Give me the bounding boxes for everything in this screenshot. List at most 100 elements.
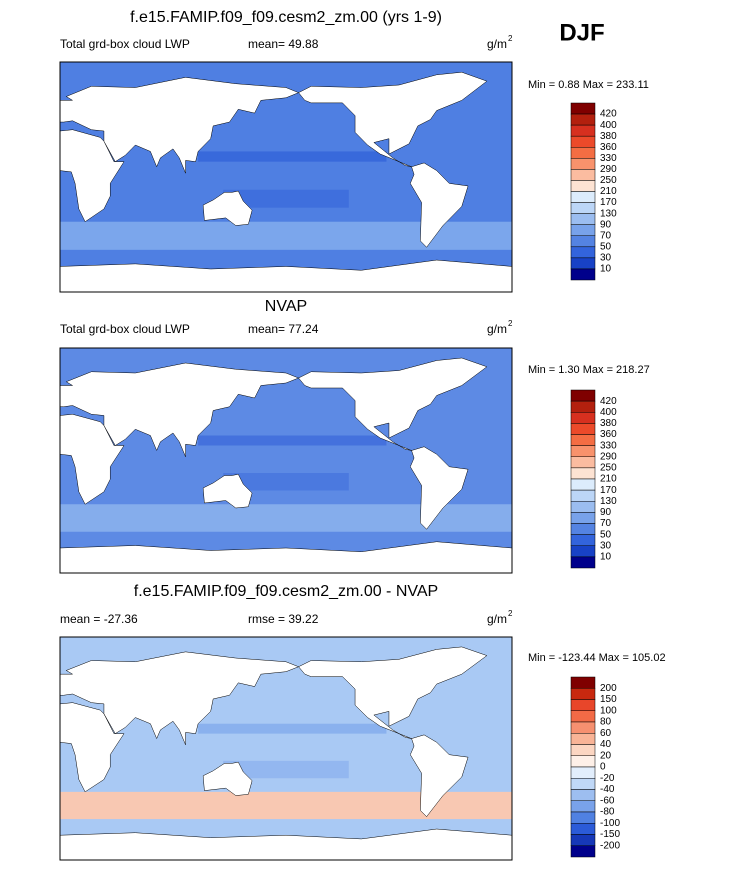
colorbar-label: -40 [600, 784, 615, 795]
colorbar-label: 10 [600, 552, 612, 563]
colorbar-box [570, 423, 596, 435]
panel-title: f.e15.FAMIP.f09_f09.cesm2_zm.00 - NVAP [134, 583, 438, 600]
colorbar-label: 80 [600, 717, 612, 728]
colorbar-label: -200 [600, 840, 620, 851]
map-frame [59, 347, 513, 574]
colorbar-box [570, 268, 596, 281]
colorbar-box [570, 213, 596, 225]
left-label: Total grd-box cloud LWP [60, 37, 190, 51]
left-label: mean = -27.36 [60, 612, 138, 626]
colorbar-box [570, 755, 596, 768]
map [60, 348, 512, 573]
colorbar-label: 150 [600, 694, 617, 705]
colorbar-box [570, 246, 596, 259]
colorbar-label: 130 [600, 496, 617, 507]
colorbar-label: 170 [600, 485, 617, 496]
panel: NVAP Total grd-box cloud LWP mean= 77.24 g/… [59, 298, 650, 574]
colorbar-box [570, 800, 596, 813]
map-frame [59, 636, 513, 861]
colorbar-box [570, 389, 596, 402]
colorbar-box [570, 721, 596, 734]
colorbar-box [570, 823, 596, 835]
stat-label: mean= 77.24 [248, 322, 319, 336]
colorbar-box [570, 412, 596, 424]
colorbar-label: 420 [600, 396, 617, 407]
colorbar-box [570, 556, 596, 569]
colorbar-box [570, 467, 596, 480]
colorbar-box [570, 811, 596, 824]
colorbar-box [570, 124, 596, 137]
colorbar-label: 330 [600, 153, 617, 164]
panel: f.e15.FAMIP.f09_f09.cesm2_zm.00 (yrs 1-9… [59, 9, 649, 293]
colorbar-box [570, 478, 596, 491]
colorbar-box [570, 733, 596, 745]
colorbar-label: 60 [600, 728, 612, 739]
colorbar-label: 30 [600, 540, 612, 551]
units-power: 2 [508, 319, 513, 328]
colorbar-label: 130 [600, 208, 617, 219]
colorbar-box [570, 512, 596, 524]
colorbar-box [570, 400, 596, 413]
colorbar-label: -150 [600, 829, 620, 840]
colorbar-box [570, 789, 596, 801]
colorbar-label: 70 [600, 518, 612, 529]
colorbar-box [570, 699, 596, 711]
colorbar-box [570, 147, 596, 159]
colorbar-label: 210 [600, 474, 617, 485]
colorbar-label: -100 [600, 818, 620, 829]
map [60, 637, 512, 860]
colorbar-box [570, 688, 596, 700]
colorbar-label: 170 [600, 197, 617, 208]
colorbar-box [570, 489, 596, 502]
colorbar-box [570, 224, 596, 236]
units-power: 2 [508, 609, 513, 618]
colorbar-label: 360 [600, 429, 617, 440]
range-label: Min = 0.88 Max = 233.11 [528, 79, 649, 91]
colorbar-box [570, 135, 596, 148]
colorbar-label: 360 [600, 142, 617, 153]
colorbar-label: 250 [600, 463, 617, 474]
colorbar-box [570, 534, 596, 546]
panel-title: f.e15.FAMIP.f09_f09.cesm2_zm.00 (yrs 1-9… [130, 9, 442, 26]
range-label: Min = 1.30 Max = 218.27 [528, 364, 650, 376]
colorbar-box [570, 434, 596, 446]
units-power: 2 [508, 34, 513, 43]
colorbar-box [570, 158, 596, 170]
colorbar-box [570, 710, 596, 723]
colorbar-label: 50 [600, 529, 612, 540]
left-label: Total grd-box cloud LWP [60, 322, 190, 336]
colorbar: 200150100806040200-20-40-60-80-100-150-2… [570, 676, 620, 858]
colorbar-label: 210 [600, 186, 617, 197]
colorbar-label: 290 [600, 164, 617, 175]
map [60, 62, 512, 292]
colorbar-label: -20 [600, 773, 615, 784]
colorbar-label: 50 [600, 241, 612, 252]
colorbar-label: 400 [600, 120, 617, 131]
colorbar-box [570, 766, 596, 779]
colorbar-label: -80 [600, 807, 615, 818]
season-label: DJF [559, 19, 604, 46]
units-label: g/m [487, 612, 507, 626]
colorbar-label: 0 [600, 762, 606, 773]
colorbar-box [570, 845, 596, 858]
colorbar-label: 380 [600, 131, 617, 142]
colorbar-box [570, 744, 596, 756]
map-frame [59, 61, 513, 293]
colorbar-label: 380 [600, 418, 617, 429]
colorbar-box [570, 235, 596, 248]
colorbar-label: 70 [600, 230, 612, 241]
colorbar-label: 20 [600, 750, 612, 761]
colorbar-box [570, 545, 596, 558]
stat-label: rmse = 39.22 [248, 612, 319, 626]
colorbar-box [570, 102, 596, 115]
colorbar-box [570, 676, 596, 689]
colorbar-label: 10 [600, 264, 612, 275]
units-label: g/m [487, 37, 507, 51]
colorbar-box [570, 501, 596, 513]
colorbar-label: -60 [600, 795, 615, 806]
colorbar-label: 40 [600, 739, 612, 750]
colorbar-label: 290 [600, 451, 617, 462]
